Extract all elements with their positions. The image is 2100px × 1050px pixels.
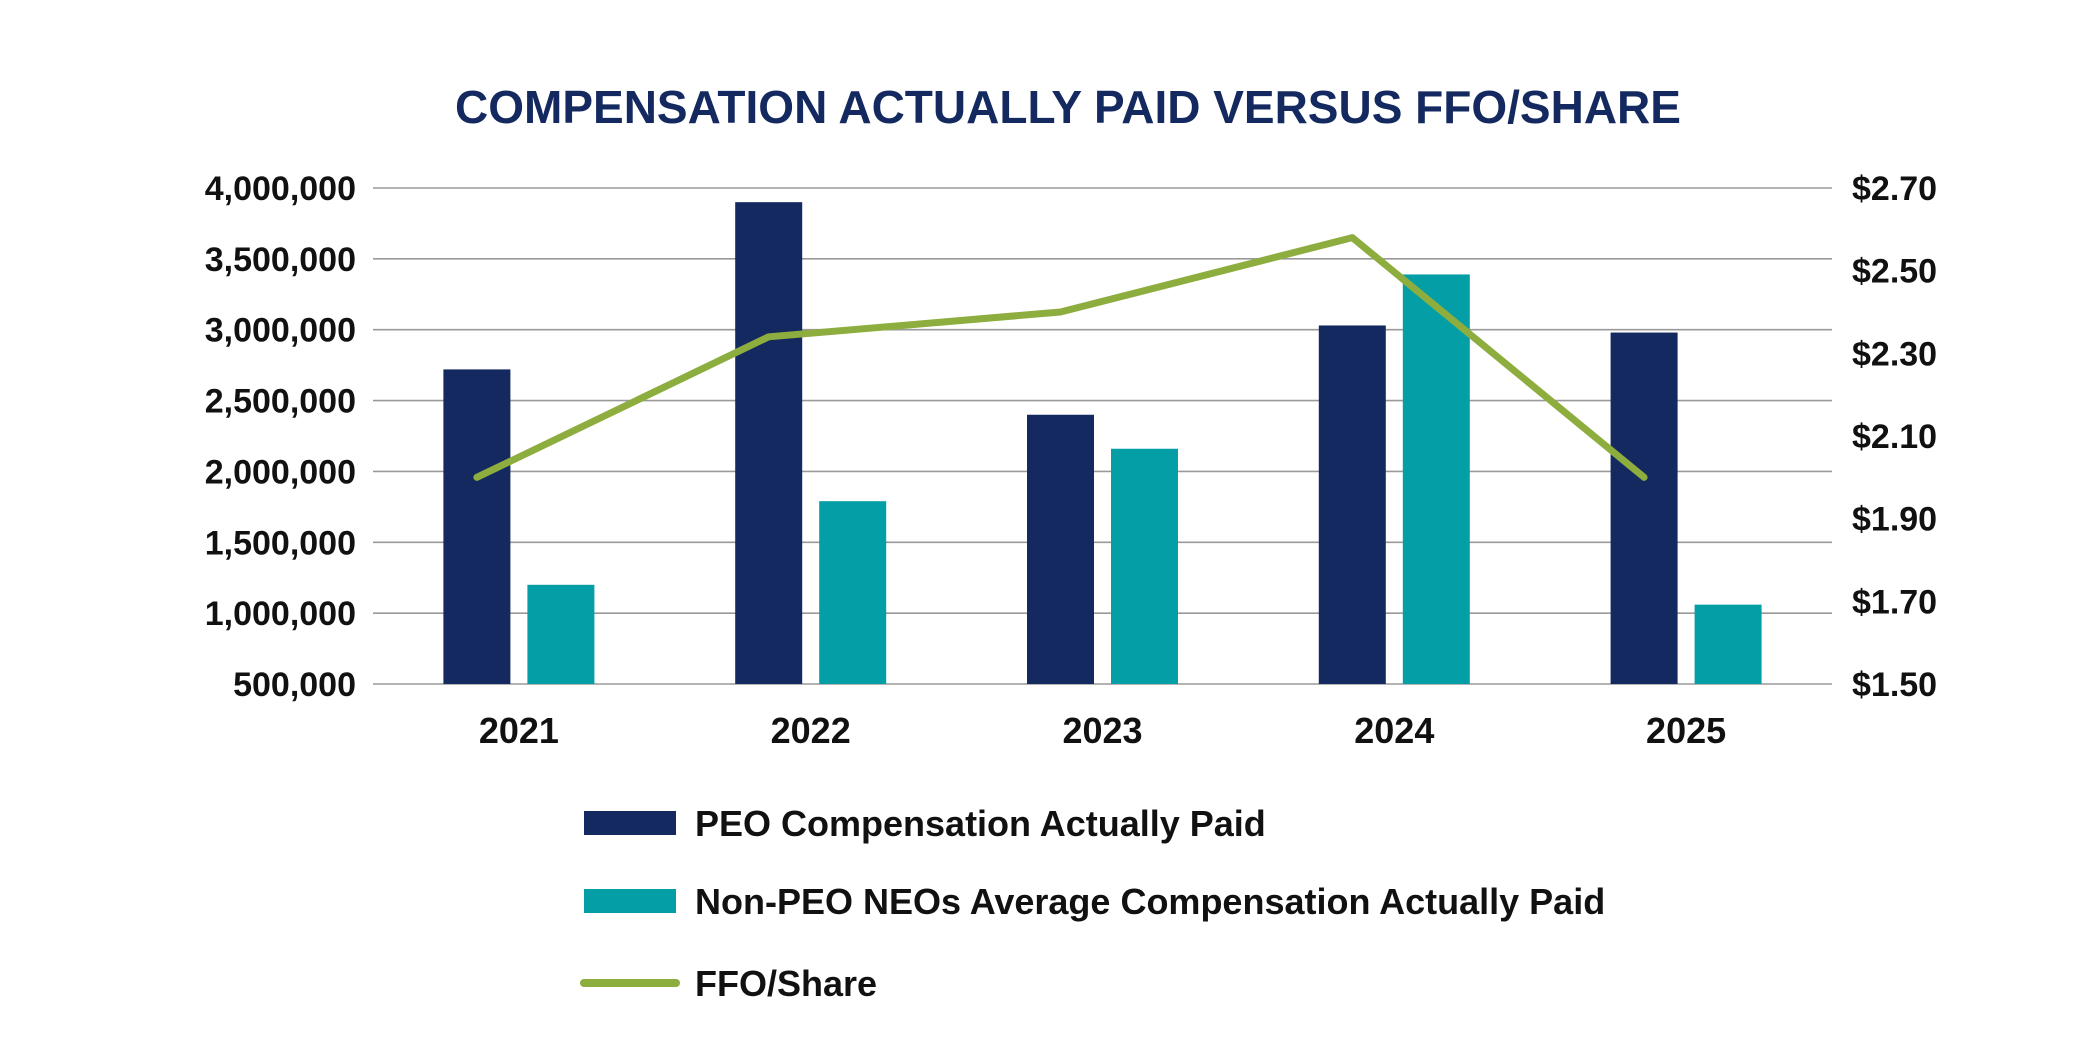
peo-bar-2024 <box>1318 325 1386 684</box>
category-label: 2022 <box>771 710 851 751</box>
non-peo-bar-2025 <box>1694 604 1762 684</box>
legend-label: Non-PEO NEOs Average Compensation Actual… <box>695 881 1605 922</box>
non-peo-bar-2021 <box>527 584 595 684</box>
left-tick-label: 4,000,000 <box>205 170 356 208</box>
category-label: 2021 <box>479 710 559 751</box>
gridlines <box>373 187 1832 685</box>
left-tick-label: 2,000,000 <box>205 453 356 491</box>
left-tick-label: 3,000,000 <box>205 312 356 350</box>
right-tick-label: $2.10 <box>1852 418 1937 456</box>
right-tick-label: $1.50 <box>1852 666 1937 704</box>
legend-swatch <box>584 889 676 913</box>
non-peo-bar-2024 <box>1402 274 1470 684</box>
left-axis-ticks: 500,000 1,000,000 1,500,000 2,000,000 2,500,… <box>205 170 356 704</box>
chart-title: COMPENSATION ACTUALLY PAID VERSUS FFO/SH… <box>455 81 1681 133</box>
non-peo-bar-2023 <box>1111 448 1178 684</box>
peo-bar-2021 <box>443 369 511 684</box>
legend-label: FFO/Share <box>695 963 877 1004</box>
legend: PEO Compensation Actually Paid Non-PEO NE… <box>580 803 1605 1004</box>
right-axis-ticks: $1.50 $1.70 $1.90 $2.10 $2.30 $2.50 $2.70 <box>1852 170 1937 704</box>
left-tick-label: 500,000 <box>233 666 356 704</box>
non-peo-bar-2022 <box>819 501 887 684</box>
legend-label: PEO Compensation Actually Paid <box>695 803 1266 844</box>
right-tick-label: $1.90 <box>1852 501 1937 539</box>
peo-bar-2022 <box>735 202 803 684</box>
left-tick-label: 1,500,000 <box>205 524 356 562</box>
bars <box>443 202 1762 684</box>
ffo-line-layer <box>473 234 1648 481</box>
category-label: 2024 <box>1354 710 1434 751</box>
left-tick-label: 2,500,000 <box>205 383 356 421</box>
category-label: 2023 <box>1062 710 1142 751</box>
right-tick-label: $1.70 <box>1852 583 1937 621</box>
left-tick-label: 3,500,000 <box>205 241 356 279</box>
category-labels: 2021 2022 2023 2024 2025 <box>479 710 1726 751</box>
left-tick-label: 1,000,000 <box>205 595 356 633</box>
category-label: 2025 <box>1646 710 1726 751</box>
right-tick-label: $2.50 <box>1852 253 1937 291</box>
legend-swatch <box>584 811 676 835</box>
right-tick-label: $2.70 <box>1852 170 1937 208</box>
ffo-share-line <box>473 234 1648 481</box>
peo-bar-2025 <box>1610 332 1678 684</box>
peo-bar-2023 <box>1027 414 1094 684</box>
right-tick-label: $2.30 <box>1852 335 1937 373</box>
